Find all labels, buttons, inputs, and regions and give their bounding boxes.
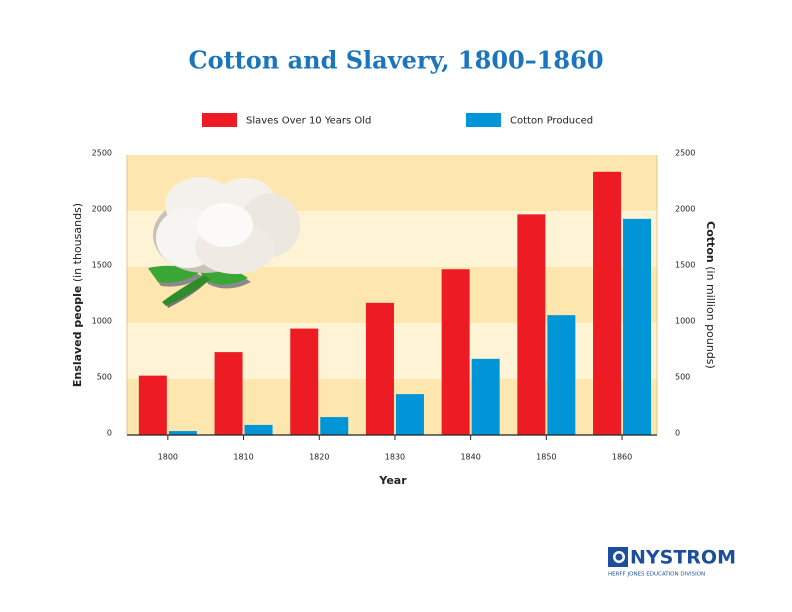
y-axis-label-bold: Enslaved people bbox=[71, 286, 84, 387]
y-tick-label: 2000 bbox=[92, 205, 112, 214]
logo: NYSTROM HERFF JONES EDUCATION DIVISION bbox=[608, 547, 736, 578]
y-axis-label-rest: (in thousands) bbox=[71, 203, 84, 286]
bar bbox=[168, 431, 197, 435]
y2-tick-label: 2500 bbox=[675, 149, 695, 158]
bar bbox=[395, 394, 424, 435]
bar bbox=[593, 171, 622, 436]
y2-tick-label: 2000 bbox=[675, 205, 695, 214]
bar bbox=[138, 375, 167, 435]
logo-division: HERFF JONES EDUCATION DIVISION bbox=[608, 572, 705, 578]
y-axis-label: Enslaved people (in thousands) bbox=[71, 203, 84, 387]
legend-label: Slaves Over 10 Years Old bbox=[246, 116, 371, 127]
bar bbox=[214, 352, 243, 435]
y2-tick-label: 1500 bbox=[675, 261, 695, 270]
legend-label: Cotton Produced bbox=[510, 116, 593, 127]
bar bbox=[244, 424, 273, 435]
x-tick-label: 1860 bbox=[612, 453, 632, 462]
y-tick-label: 0 bbox=[107, 429, 112, 438]
y-tick-label: 2500 bbox=[92, 149, 112, 158]
bar bbox=[471, 358, 500, 435]
x-tick-label: 1820 bbox=[309, 453, 329, 462]
legend: Slaves Over 10 Years Old Cotton Produced bbox=[202, 113, 593, 127]
y2-axis-label: Cotton (in million pounds) bbox=[704, 221, 717, 369]
y2-tick-label: 500 bbox=[675, 373, 690, 382]
x-tick-label: 1830 bbox=[385, 453, 405, 462]
y-tick-label: 1500 bbox=[92, 261, 112, 270]
legend-swatch bbox=[466, 113, 501, 127]
bar bbox=[365, 302, 394, 435]
y2-tick-label: 1000 bbox=[675, 317, 695, 326]
bar bbox=[320, 417, 349, 435]
x-tick-label: 1850 bbox=[536, 453, 556, 462]
bar bbox=[441, 269, 470, 435]
bar bbox=[623, 218, 652, 435]
y2-axis-label-rest: (in million pounds) bbox=[704, 263, 717, 369]
legend-swatch bbox=[202, 113, 237, 127]
bar bbox=[547, 315, 576, 435]
x-tick-label: 1840 bbox=[460, 453, 480, 462]
x-tick-label: 1810 bbox=[233, 453, 253, 462]
cotton-illustration bbox=[148, 177, 300, 308]
x-axis-label: Year bbox=[378, 474, 407, 487]
y-tick-label: 500 bbox=[97, 373, 112, 382]
logo-name: NYSTROM bbox=[630, 547, 736, 569]
chart-title: Cotton and Slavery, 1800–1860 bbox=[188, 46, 603, 75]
y-tick-label: 1000 bbox=[92, 317, 112, 326]
y2-axis-label-bold: Cotton bbox=[704, 221, 717, 263]
bar bbox=[517, 214, 546, 435]
x-tick-label: 1800 bbox=[158, 453, 178, 462]
y2-tick-label: 0 bbox=[675, 429, 680, 438]
bar bbox=[290, 328, 319, 435]
